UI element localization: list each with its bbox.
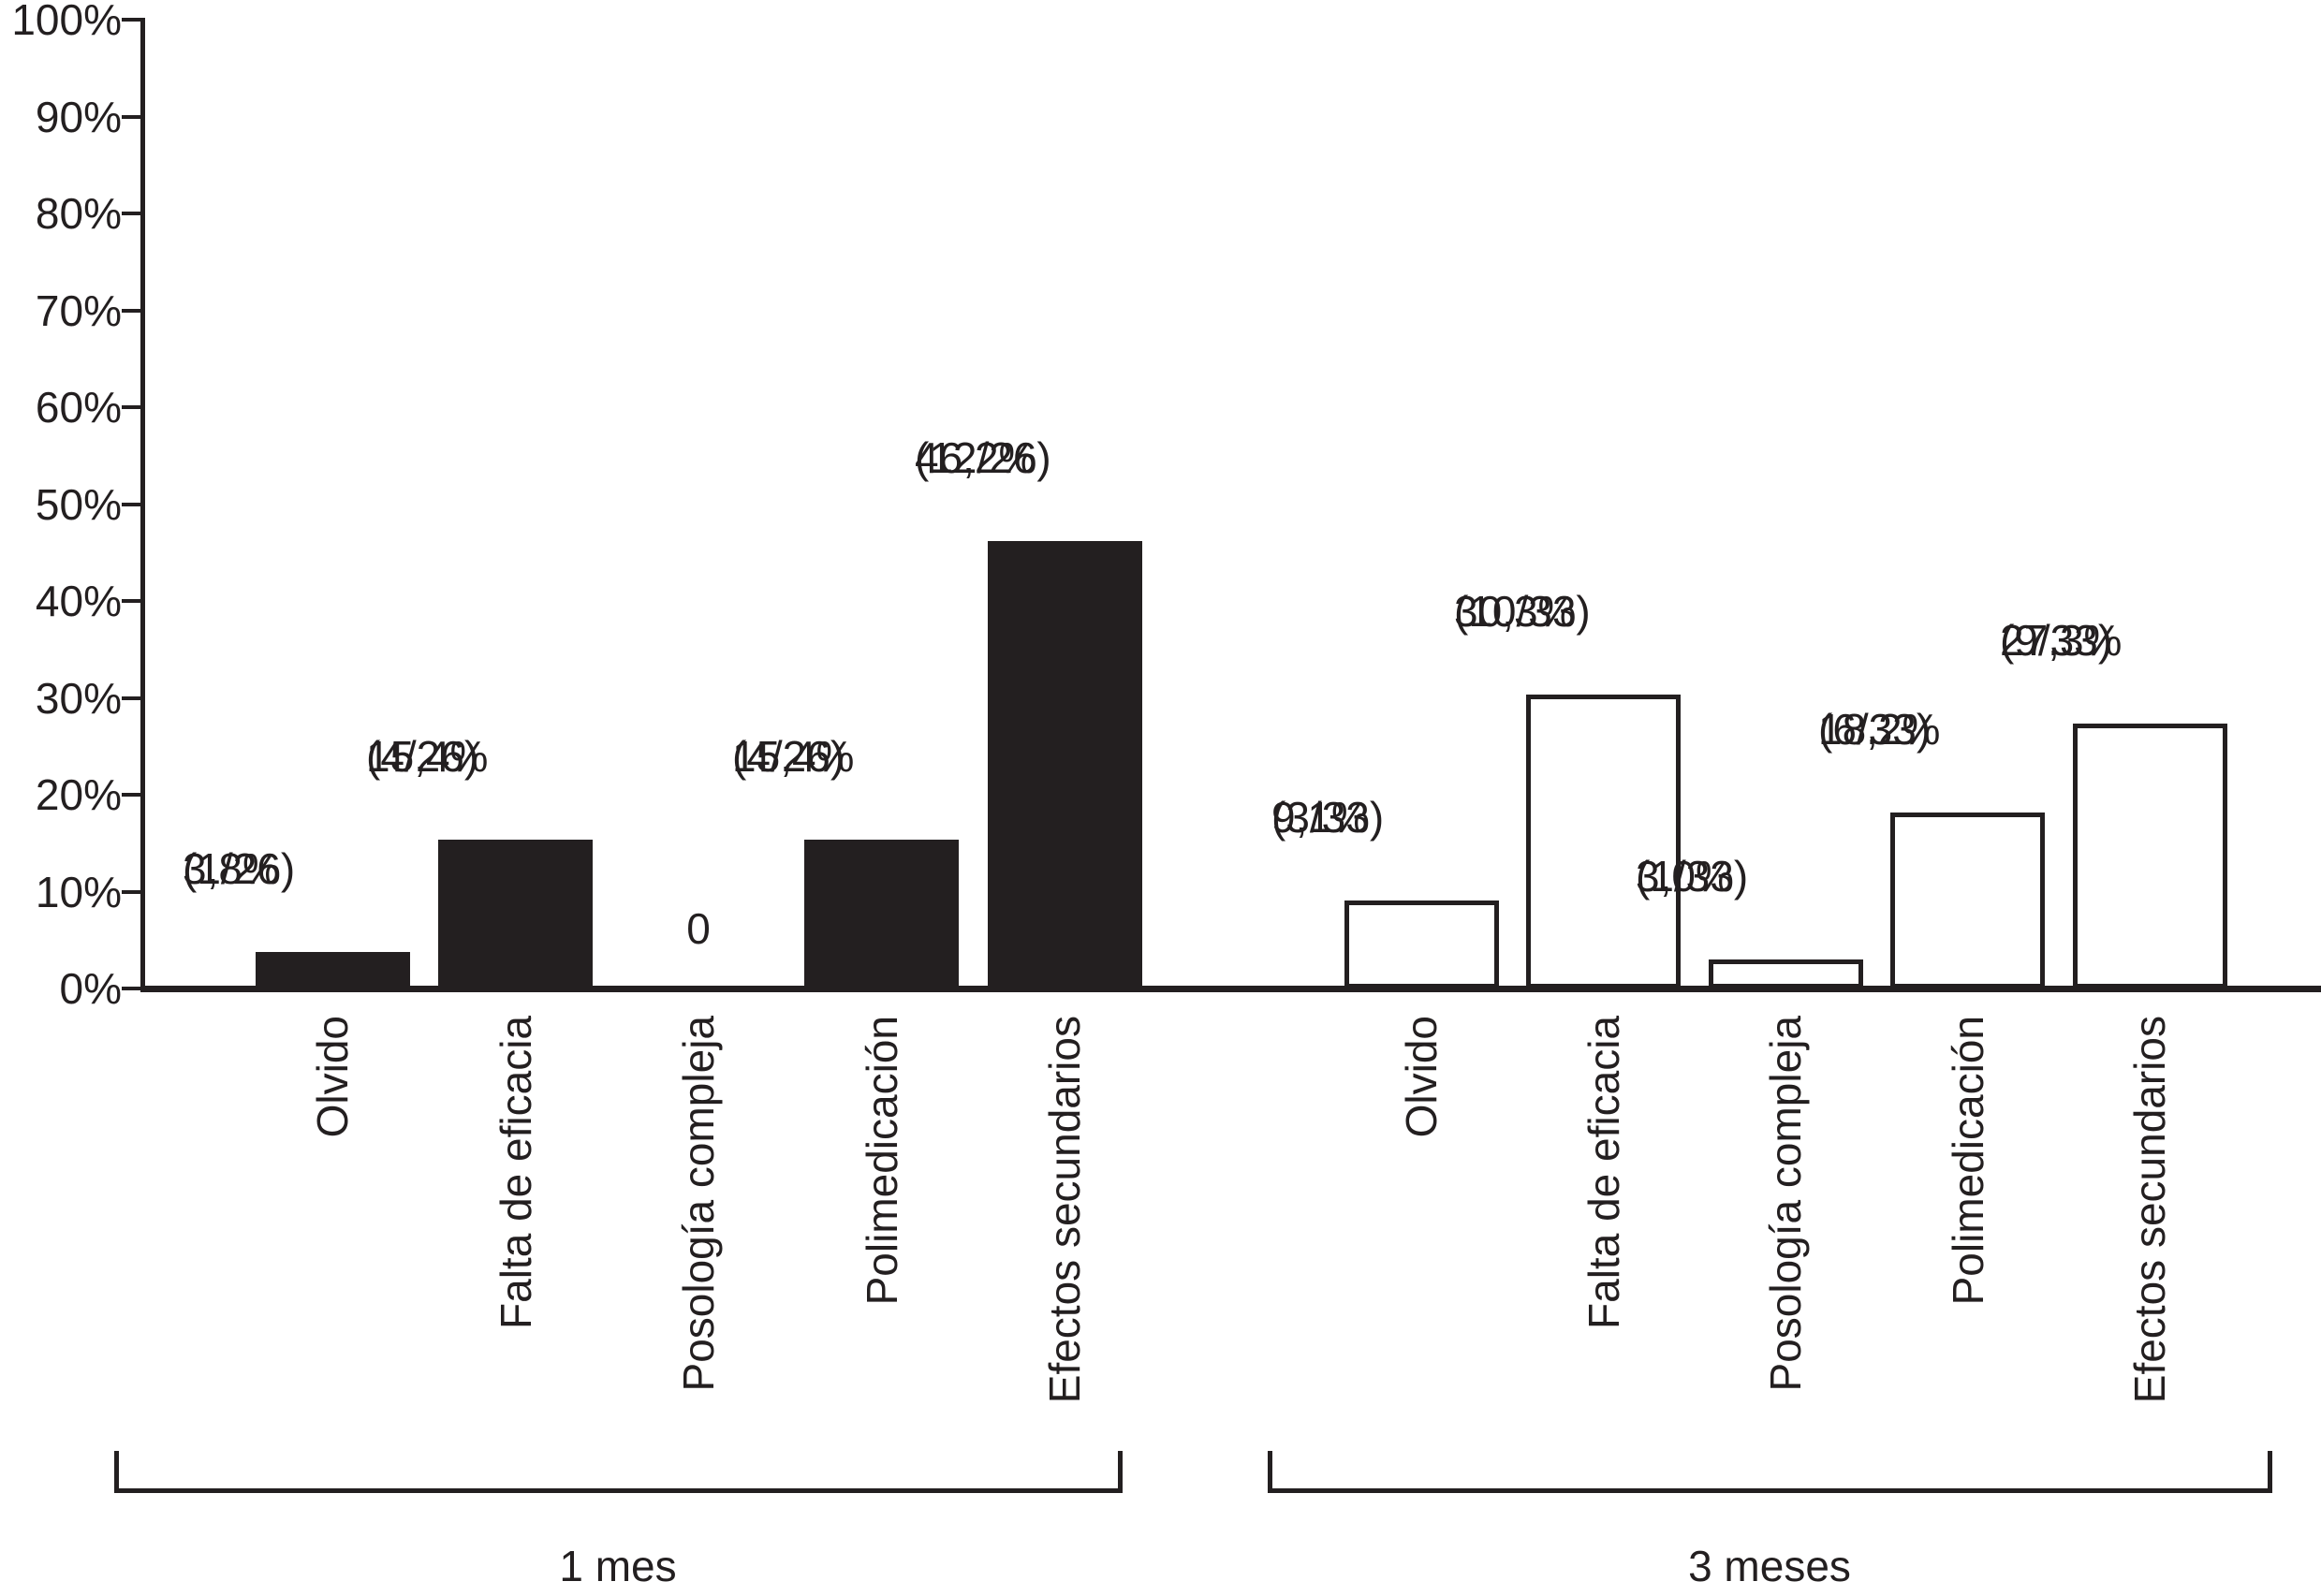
- y-axis-tick: [122, 793, 142, 797]
- x-category-label: Falta de eficacia: [492, 1016, 540, 1329]
- group-label-1-mes: 1 mes: [559, 1542, 677, 1590]
- y-axis-line: [140, 18, 145, 992]
- bar-pct-label: 9,1%: [1271, 793, 1370, 842]
- y-tick-label: 100%: [11, 0, 122, 44]
- bar-pct-label: 15,4%: [732, 732, 855, 781]
- y-axis-tick: [122, 599, 142, 603]
- bar: [1890, 813, 2045, 988]
- y-tick-label: 20%: [35, 770, 122, 819]
- y-tick-label: 40%: [35, 577, 122, 625]
- bar-count-label: (9/33): [2000, 616, 2113, 665]
- x-category-label: Polimedicación: [1944, 1016, 1992, 1306]
- bar-count-label: (10/33): [1454, 587, 1591, 636]
- bar: [1526, 695, 1681, 988]
- y-tick-label: 30%: [35, 673, 122, 723]
- x-axis-line: [140, 986, 2321, 992]
- bar-pct-label: 18,2%: [1818, 705, 1941, 754]
- bar-count-label: (1/26): [183, 844, 296, 893]
- y-tick-label: 90%: [35, 92, 122, 141]
- group-label-3-meses: 3 meses: [1688, 1542, 1851, 1590]
- bar-pct-label: 30,3%: [1454, 587, 1577, 636]
- y-axis-tick: [122, 889, 142, 894]
- y-axis-tick: [122, 502, 142, 506]
- x-category-label: Efectos secundarios: [2125, 1016, 2174, 1404]
- y-axis-tick: [122, 212, 142, 215]
- bar: [1344, 900, 1499, 988]
- x-category-label: Efectos secundarios: [1040, 1016, 1089, 1404]
- x-category-label: Falta de eficacia: [1579, 1016, 1628, 1329]
- bar-count-label: (1/33): [1636, 852, 1749, 900]
- x-category-label: Polimedicación: [858, 1016, 906, 1306]
- bar-count-label: (6/33): [1818, 705, 1932, 754]
- y-axis-tick: [122, 114, 142, 119]
- y-tick-label: 60%: [35, 383, 122, 432]
- bar-count-label: (12/26): [915, 433, 1051, 482]
- bar: [2073, 724, 2227, 988]
- bar: [256, 952, 410, 988]
- bar-pct-label: 15,4%: [366, 732, 489, 781]
- y-tick-label: 80%: [35, 189, 122, 238]
- x-category-label: Olvido: [1397, 1016, 1446, 1138]
- y-axis-tick: [122, 18, 142, 22]
- bar: [438, 840, 593, 988]
- bar-pct-label: 46,2%: [915, 433, 1037, 482]
- bar-pct-label: 3,8%: [183, 844, 281, 893]
- bar-zero-label: 0: [686, 904, 711, 953]
- bar-count-label: (4/26): [366, 732, 479, 781]
- y-axis-tick: [122, 405, 142, 409]
- x-category-label: Posología compleja: [674, 1016, 723, 1392]
- x-category-label: Posología compleja: [1761, 1016, 1810, 1392]
- bar-count-label: (3/33): [1271, 793, 1385, 842]
- bar: [804, 840, 959, 988]
- y-tick-label: 10%: [35, 867, 122, 916]
- group-bracket-1-mes: [114, 1451, 1123, 1493]
- y-axis-tick: [122, 308, 142, 313]
- bar-count-label: (4/26): [732, 732, 845, 781]
- y-tick-label: 70%: [35, 286, 122, 335]
- y-axis-tick: [122, 987, 142, 990]
- group-bracket-3-meses: [1268, 1451, 2272, 1493]
- bar: [1709, 959, 1863, 988]
- bar-pct-label: 3,0%: [1636, 852, 1734, 900]
- y-axis-tick: [122, 696, 142, 700]
- bar-pct-label: 27,3%: [2000, 616, 2123, 665]
- x-category-label: Olvido: [308, 1016, 357, 1138]
- bar: [988, 541, 1142, 988]
- y-tick-label: 50%: [35, 479, 122, 529]
- y-tick-label: 0%: [59, 964, 122, 1013]
